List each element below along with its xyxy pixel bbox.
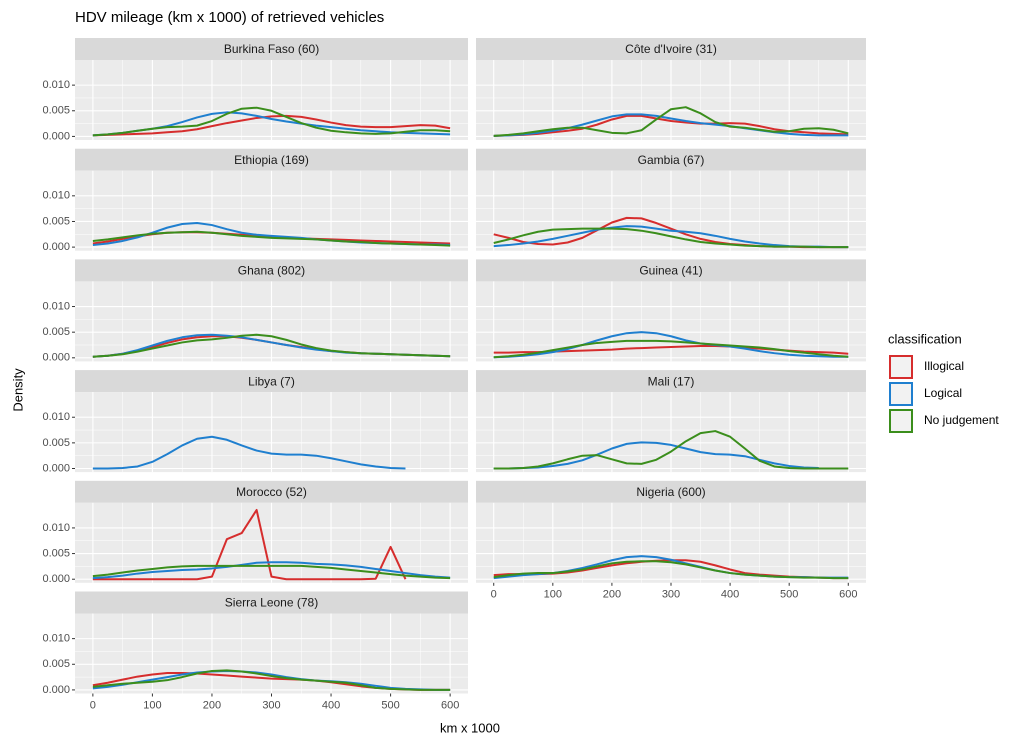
strip [75,480,468,503]
strip [476,370,866,393]
density-line [92,669,451,691]
x-tick-label: 400 [721,589,739,601]
y-tick-label: 0.010 [42,300,70,312]
y-tick-label: 0.010 [42,633,70,645]
x-tick-label: 0 [491,589,497,601]
strip [75,259,468,282]
legend-label: No judgement [924,413,999,427]
strip-label: Ethiopia (169) [234,153,309,167]
y-tick-label: 0.000 [42,241,70,253]
x-tick-label: 600 [441,699,459,711]
density-line [92,669,451,691]
y-tick-label: 0.005 [42,658,70,670]
density-line [493,441,819,470]
y-tick-label: 0.005 [42,547,70,559]
y-tick-label: 0.005 [42,437,70,449]
y-tick-label: 0.000 [42,130,70,142]
y-tick-label: 0.010 [42,411,70,423]
x-tick-label: 200 [203,699,221,711]
x-tick-label: 100 [143,699,161,711]
density-line [92,564,451,580]
y-tick-label: 0.000 [42,352,70,364]
density-line [493,430,849,470]
density-line [92,114,451,137]
density-line [92,333,451,358]
x-tick-label: 300 [262,699,280,711]
density-line [493,339,849,359]
y-tick-label: 0.010 [42,190,70,202]
legend-title: classification [888,331,962,346]
density-line [493,227,849,249]
y-tick-label: 0.010 [42,522,70,534]
chart-title: HDV mileage (km x 1000) of retrieved veh… [75,9,384,26]
x-tick-label: 0 [90,699,96,711]
x-tick-label: 400 [322,699,340,711]
density-line [92,106,451,137]
legend-label: Logical [924,386,962,400]
strip [476,259,866,282]
strip-label: Morocco (52) [236,485,307,499]
legend-key [889,382,913,406]
x-tick-label: 300 [662,589,680,601]
y-tick-label: 0.005 [42,326,70,338]
strip-label: Côte d'Ivoire (31) [625,42,717,56]
strip [75,370,468,393]
strip-label: Burkina Faso (60) [224,42,319,56]
density-line [92,561,451,580]
strip [476,148,866,171]
strip-label: Sierra Leone (78) [225,596,318,610]
strip [75,591,468,614]
strip-label: Guinea (41) [639,264,702,278]
strip-label: Gambia (67) [638,153,705,167]
density-line [493,106,849,137]
density-line [92,508,407,581]
strip-label: Nigeria (600) [636,485,705,499]
strip [476,480,866,503]
density-line [493,113,849,137]
legend-key [889,355,913,379]
strip [476,38,866,60]
y-tick-label: 0.005 [42,105,70,117]
strip-label: Libya (7) [248,374,295,388]
y-tick-label: 0.000 [42,573,70,585]
legend-key [889,409,913,433]
x-axis-title: km x 1000 [440,720,500,735]
x-tick-label: 600 [839,589,857,601]
y-tick-label: 0.000 [42,684,70,696]
x-tick-label: 500 [381,699,399,711]
x-tick-label: 500 [780,589,798,601]
x-tick-label: 100 [544,589,562,601]
y-axis-title: Density [10,368,25,412]
strip [75,148,468,171]
y-tick-label: 0.005 [42,215,70,227]
density-line [92,435,406,470]
strip-label: Ghana (802) [238,264,305,278]
y-tick-label: 0.010 [42,79,70,91]
density-line [493,560,849,580]
y-tick-label: 0.000 [42,462,70,474]
strip [75,38,468,60]
density-line [493,331,849,359]
x-tick-label: 200 [603,589,621,601]
legend-label: Illogical [924,359,964,373]
strip-label: Mali (17) [648,374,695,388]
density-line [92,230,451,247]
